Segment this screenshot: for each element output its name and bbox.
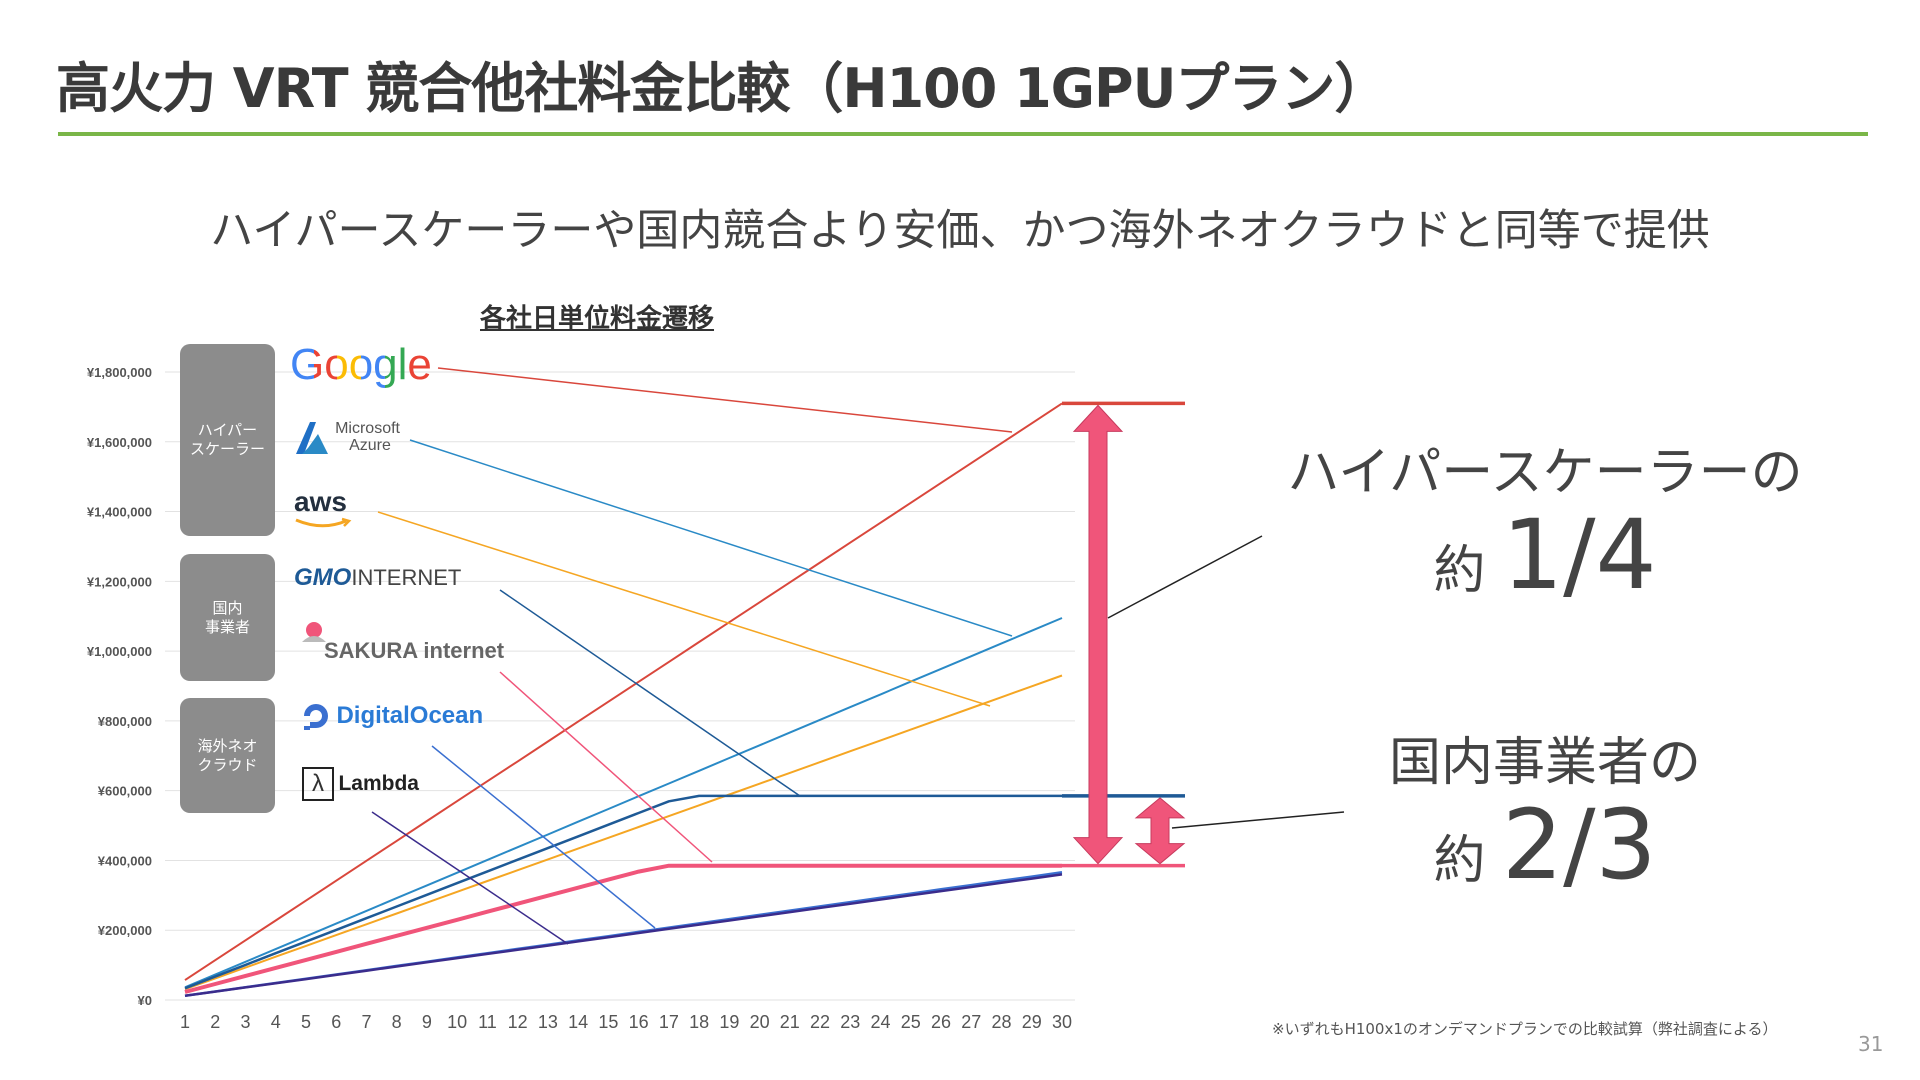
gmo-logo: GMOINTERNET bbox=[294, 564, 461, 592]
digitalocean-icon bbox=[304, 704, 328, 730]
x-tick-label: 7 bbox=[361, 1012, 371, 1032]
x-tick-label: 29 bbox=[1022, 1012, 1042, 1032]
footnote: ※いずれもH100x1のオンデマンドプランでの比較試算（弊社調査による） bbox=[1272, 1020, 1778, 1038]
aws-logo-text: aws bbox=[294, 486, 347, 517]
x-tick-label: 21 bbox=[780, 1012, 800, 1032]
x-tick-label: 4 bbox=[271, 1012, 281, 1032]
lambda-logo-text: Lambda bbox=[338, 772, 419, 795]
group-neocloud-label: 海外ネオ クラウド bbox=[197, 736, 258, 774]
title-underline bbox=[58, 132, 1868, 136]
y-tick-label: ¥1,000,000 bbox=[87, 644, 152, 659]
x-tick-label: 15 bbox=[598, 1012, 618, 1032]
leader-line bbox=[499, 671, 713, 863]
leader-line bbox=[409, 439, 1013, 637]
callout-domestic-ratio: 2/3 bbox=[1502, 789, 1657, 901]
x-tick-label: 14 bbox=[568, 1012, 588, 1032]
y-tick-label: ¥1,200,000 bbox=[87, 574, 152, 589]
azure-icon bbox=[296, 422, 328, 454]
leader-line bbox=[431, 745, 656, 929]
leader-line bbox=[377, 511, 991, 707]
callout-domestic-line1: 国内事業者の bbox=[1388, 733, 1701, 793]
series-line-aws bbox=[184, 674, 1063, 991]
sakura-icon bbox=[302, 622, 326, 642]
series-line-sakura-internet bbox=[184, 863, 1062, 994]
x-tick-label: 18 bbox=[689, 1012, 709, 1032]
sakura-logo: SAKURA internet bbox=[298, 620, 504, 664]
y-tick-label: ¥1,800,000 bbox=[87, 365, 152, 380]
callout-hyperscaler-line1: ハイパースケーラーの bbox=[1287, 443, 1803, 503]
series-line-microsoft-azure bbox=[184, 617, 1063, 989]
x-tick-label: 11 bbox=[478, 1012, 497, 1032]
callout-hyperscaler-ratio: 1/4 bbox=[1502, 499, 1657, 611]
group-domestic-label: 国内 事業者 bbox=[204, 598, 250, 636]
group-neocloud: 海外ネオ クラウド bbox=[180, 698, 275, 813]
azure-logo-line1: Microsoft bbox=[335, 420, 400, 438]
x-tick-label: 3 bbox=[240, 1012, 250, 1032]
x-tick-label: 28 bbox=[992, 1012, 1012, 1032]
sakura-logo-text: SAKURA internet bbox=[324, 638, 505, 663]
azure-logo-line2: Azure bbox=[349, 437, 391, 454]
digitalocean-logo-text: DigitalOcean bbox=[336, 702, 484, 729]
google-logo-text: Google bbox=[290, 340, 432, 389]
lambda-icon: λ bbox=[302, 767, 334, 801]
x-tick-label: 8 bbox=[392, 1012, 402, 1032]
x-tick-label: 17 bbox=[659, 1012, 679, 1032]
callout-connector-domestic bbox=[1171, 811, 1345, 829]
leader-line bbox=[437, 367, 1013, 433]
y-tick-label: ¥800,000 bbox=[98, 714, 152, 729]
leader-line bbox=[371, 811, 569, 945]
digitalocean-logo: DigitalOcean bbox=[300, 700, 483, 732]
y-tick-label: ¥400,000 bbox=[98, 853, 152, 868]
x-tick-label: 24 bbox=[871, 1012, 891, 1032]
x-tick-label: 6 bbox=[331, 1012, 341, 1032]
x-tick-label: 13 bbox=[538, 1012, 558, 1032]
subtitle: ハイパースケーラーや国内競合より安価、かつ海外ネオクラウドと同等で提供 bbox=[210, 206, 1710, 256]
group-hyperscaler: ハイパー スケーラー bbox=[180, 344, 275, 536]
x-tick-label: 20 bbox=[750, 1012, 770, 1032]
y-tick-label: ¥600,000 bbox=[98, 784, 152, 799]
y-tick-label: ¥1,600,000 bbox=[87, 435, 152, 450]
x-tick-label: 1 bbox=[180, 1012, 190, 1032]
chart-title: 各社日単位料金遷移 bbox=[480, 304, 715, 334]
aws-logo: aws bbox=[294, 488, 354, 535]
x-tick-label: 26 bbox=[931, 1012, 951, 1032]
x-tick-label: 9 bbox=[422, 1012, 432, 1032]
x-tick-label: 30 bbox=[1052, 1012, 1072, 1032]
arrow-domestic bbox=[1134, 797, 1186, 865]
series-line-lambda bbox=[184, 873, 1063, 998]
x-tick-label: 2 bbox=[210, 1012, 220, 1032]
series-line-google bbox=[184, 402, 1063, 981]
page-title: 高火力 VRT 競合他社料金比較（H100 1GPUプラン） bbox=[56, 57, 1388, 120]
callout-connector-hyperscaler bbox=[1107, 535, 1263, 619]
x-tick-label: 22 bbox=[810, 1012, 830, 1032]
x-tick-label: 5 bbox=[301, 1012, 311, 1032]
x-tick-label: 12 bbox=[508, 1012, 528, 1032]
page-number: 31 bbox=[1858, 1032, 1884, 1056]
group-domestic: 国内 事業者 bbox=[180, 554, 275, 681]
callout-domestic-prefix: 約 bbox=[1433, 831, 1486, 891]
x-tick-label: 23 bbox=[840, 1012, 860, 1032]
leader-line bbox=[499, 589, 801, 797]
callout-hyperscaler: ハイパースケーラーの 約 1/4 bbox=[1270, 430, 1820, 611]
azure-logo: Microsoft Azure bbox=[294, 420, 400, 456]
series-line-gmo-internet bbox=[184, 794, 1062, 990]
lambda-logo: λ Lambda bbox=[302, 767, 419, 801]
gmo-logo-text: INTERNET bbox=[351, 565, 462, 590]
x-tick-label: 16 bbox=[629, 1012, 649, 1032]
arrow-hyperscaler bbox=[1072, 404, 1124, 865]
x-tick-label: 19 bbox=[719, 1012, 739, 1032]
x-tick-label: 27 bbox=[961, 1012, 981, 1032]
x-tick-label: 10 bbox=[447, 1012, 467, 1032]
x-tick-label: 25 bbox=[901, 1012, 921, 1032]
y-tick-label: ¥1,400,000 bbox=[87, 505, 152, 520]
y-tick-label: ¥0 bbox=[138, 993, 152, 1008]
group-hyperscaler-label: ハイパー スケーラー bbox=[189, 421, 265, 458]
gmo-logo-mark: GMO bbox=[294, 564, 352, 591]
aws-smile-icon bbox=[295, 517, 352, 528]
google-logo: Google bbox=[290, 340, 432, 390]
callout-hyperscaler-prefix: 約 bbox=[1433, 541, 1486, 601]
callout-domestic: 国内事業者の 約 2/3 bbox=[1270, 720, 1820, 901]
y-tick-label: ¥200,000 bbox=[98, 923, 152, 938]
